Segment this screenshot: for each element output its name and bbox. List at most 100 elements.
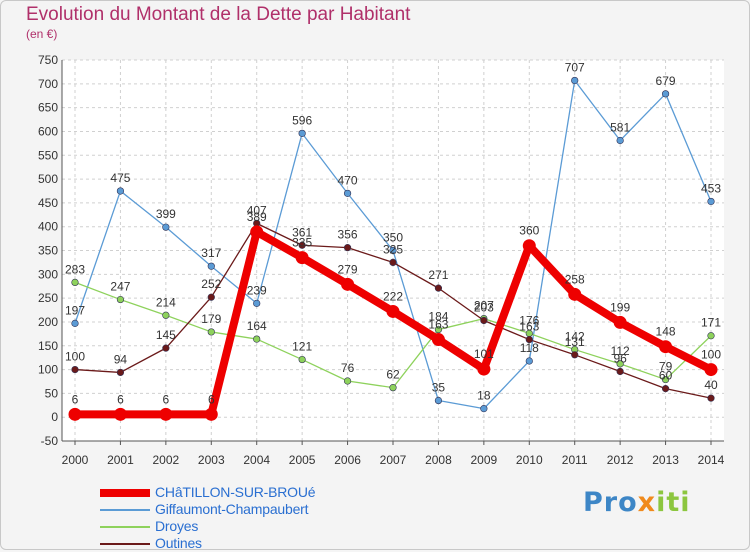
data-point-chatillon-sur-broue: [613, 315, 627, 329]
data-point-chatillon-sur-broue: [295, 251, 309, 265]
data-point-chatillon-sur-broue: [477, 362, 491, 376]
data-point-giffaumont-champaubert: [616, 136, 624, 145]
data-label-droyes: 214: [156, 295, 176, 309]
data-point-chatillon-sur-broue: [522, 239, 536, 253]
y-tick-label: 300: [38, 267, 58, 281]
data-label-chatillon-sur-broue: 101: [474, 347, 494, 361]
data-label-giffaumont-champaubert: 399: [156, 207, 176, 221]
data-point-giffaumont-champaubert: [389, 246, 397, 255]
data-label-chatillon-sur-broue: 6: [72, 392, 79, 406]
data-label-droyes: 247: [110, 280, 130, 294]
data-label-giffaumont-champaubert: 35: [432, 381, 446, 395]
x-tick-label: 2008: [425, 453, 452, 467]
data-label-outines: 60: [659, 369, 673, 383]
data-point-outines: [661, 385, 670, 393]
data-label-outines: 131: [565, 335, 585, 349]
data-label-chatillon-sur-broue: 360: [519, 224, 539, 238]
data-point-outines: [298, 241, 306, 249]
data-point-giffaumont-champaubert: [298, 129, 306, 137]
data-label-outines: 96: [613, 351, 627, 365]
data-label-chatillon-sur-broue: 258: [565, 272, 585, 286]
legend-swatch: [100, 489, 150, 497]
data-label-outines: 407: [247, 203, 267, 217]
y-tick-label: 550: [38, 148, 58, 162]
data-point-outines: [343, 244, 352, 252]
data-label-droyes: 171: [701, 316, 721, 330]
data-point-giffaumont-champaubert: [707, 197, 715, 206]
data-point-chatillon-sur-broue: [431, 333, 445, 347]
y-tick-label: 50: [45, 386, 59, 400]
data-point-chatillon-sur-broue: [204, 407, 218, 421]
data-label-chatillon-sur-broue: 335: [292, 236, 312, 250]
x-tick-label: 2013: [652, 453, 679, 467]
data-point-droyes: [434, 325, 443, 334]
data-label-giffaumont-champaubert: 239: [247, 283, 267, 297]
data-point-outines: [389, 258, 397, 267]
data-point-chatillon-sur-broue: [568, 287, 582, 301]
data-label-outines: 40: [704, 378, 718, 392]
chart-unit-label: (en €): [26, 27, 58, 41]
data-label-outines: 361: [292, 225, 312, 239]
data-label-outines: 271: [428, 268, 448, 282]
legend-swatch: [100, 543, 150, 545]
data-point-droyes: [253, 335, 261, 343]
x-tick-label: 2001: [107, 453, 134, 467]
data-label-droyes: 76: [341, 361, 355, 375]
data-label-giffaumont-champaubert: 596: [292, 113, 312, 127]
legend-swatch: [100, 526, 150, 528]
data-label-outines: 252: [201, 277, 221, 291]
y-tick-label: 600: [38, 124, 58, 138]
data-label-droyes: 62: [386, 368, 400, 382]
x-tick-label: 2011: [562, 453, 588, 467]
data-label-droyes: 164: [247, 319, 267, 333]
data-label-chatillon-sur-broue: 279: [338, 262, 358, 276]
data-point-outines: [71, 365, 79, 374]
x-tick-label: 2002: [153, 453, 180, 467]
x-tick-label: 2009: [471, 453, 498, 467]
data-label-giffaumont-champaubert: 317: [201, 246, 221, 260]
data-label-giffaumont-champaubert: 470: [338, 173, 358, 187]
data-label-droyes: 121: [292, 340, 312, 354]
x-tick-label: 2007: [380, 453, 407, 467]
y-tick-label: 450: [38, 196, 58, 210]
data-point-droyes: [71, 278, 79, 287]
data-point-outines: [707, 394, 715, 402]
data-label-giffaumont-champaubert: 197: [65, 303, 85, 317]
data-point-giffaumont-champaubert: [434, 396, 443, 405]
data-point-outines: [571, 351, 579, 359]
data-label-outines: 94: [114, 352, 128, 366]
legend-label: CHâTILLON-SUR-BROUé: [155, 484, 316, 500]
data-point-outines: [162, 344, 170, 352]
y-tick-label: 350: [38, 244, 58, 258]
data-point-giffaumont-champaubert: [661, 90, 670, 98]
data-label-chatillon-sur-broue: 100: [701, 348, 721, 362]
data-label-giffaumont-champaubert: 581: [610, 120, 630, 134]
data-label-giffaumont-champaubert: 350: [383, 231, 403, 245]
data-label-chatillon-sur-broue: 163: [428, 318, 448, 332]
data-point-droyes: [343, 377, 352, 385]
data-point-chatillon-sur-broue: [159, 407, 173, 421]
data-label-outines: 356: [338, 228, 358, 242]
proxiti-logo: Proxiti: [583, 487, 691, 518]
data-point-outines: [480, 316, 488, 325]
data-label-chatillon-sur-broue: 148: [656, 325, 676, 339]
data-label-outines: 325: [383, 242, 403, 256]
y-tick-label: 750: [38, 53, 58, 67]
y-tick-label: 650: [38, 101, 58, 115]
y-tick-label: 0: [51, 410, 58, 424]
data-point-droyes: [389, 384, 397, 392]
x-tick-label: 2012: [607, 453, 634, 467]
data-point-outines: [116, 368, 125, 377]
data-label-droyes: 142: [565, 330, 585, 344]
y-tick-label: 250: [38, 291, 58, 305]
data-point-giffaumont-champaubert: [253, 299, 261, 307]
y-tick-label: 150: [38, 339, 58, 353]
data-label-chatillon-sur-broue: 199: [610, 300, 630, 314]
data-label-outines: 100: [65, 350, 85, 364]
x-tick-label: 2003: [198, 453, 225, 467]
data-point-outines: [434, 284, 443, 292]
data-point-droyes: [116, 295, 125, 304]
data-point-chatillon-sur-broue: [704, 363, 718, 377]
y-tick-label: 400: [38, 220, 58, 234]
x-tick-label: 2010: [516, 453, 543, 467]
